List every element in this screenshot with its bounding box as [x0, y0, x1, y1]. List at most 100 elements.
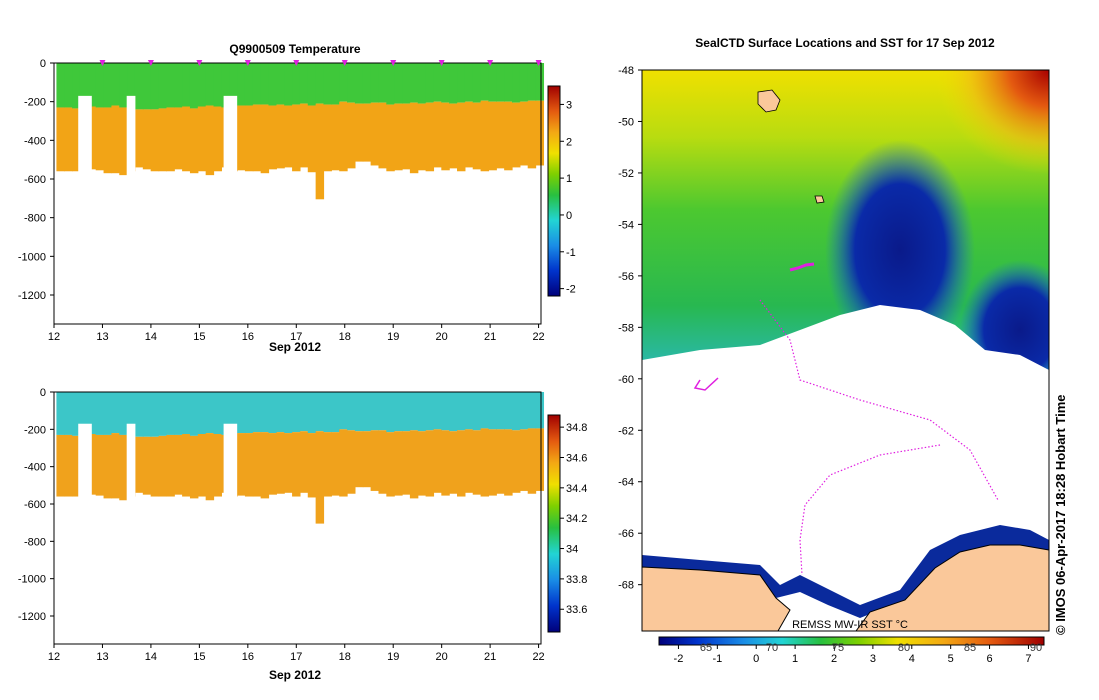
x-tick-label: 12: [48, 331, 60, 343]
lat-tick-label: -60: [618, 374, 634, 386]
profile-upper-cell: [158, 63, 167, 109]
profile-upper-cell: [237, 63, 246, 106]
sst-cold-core: [825, 140, 975, 360]
profile-upper-cell: [103, 392, 113, 435]
profile-lower-cell: [417, 103, 427, 171]
profile-upper-cell: [339, 392, 348, 430]
seal-track-south: [799, 444, 941, 576]
profile-lower-cell: [150, 436, 160, 497]
profile-upper-cell: [174, 63, 183, 108]
profile-lower-cell: [284, 105, 293, 168]
y-tick-label: -1200: [18, 290, 46, 302]
profile-lower-cell: [111, 105, 120, 174]
colorbar-tick-label: 3: [566, 99, 572, 111]
sst-map-field: [642, 70, 1049, 631]
profile-lower-cell: [370, 102, 380, 166]
profile-upper-cell: [433, 63, 442, 102]
profile-lower-cell: [315, 431, 325, 524]
colorbar-tick-label: 34: [566, 544, 578, 556]
profile-lower-cell: [142, 109, 152, 170]
profile-lower-cell: [182, 106, 191, 172]
sub-antarctic-island-2: [814, 195, 825, 204]
profile-lower-cell: [417, 431, 427, 496]
profile-lower-cell: [527, 428, 537, 494]
profile-upper-cell: [519, 392, 529, 430]
x-tick-label: 20: [436, 651, 448, 663]
sst-map-panel: SealCTD Surface Locations and SST for 17…: [618, 36, 1068, 665]
profile-lower-cell: [103, 107, 113, 174]
profile-upper-cell: [213, 63, 222, 107]
x-tick-label: 19: [387, 651, 399, 663]
profile-lower-cell: [292, 104, 301, 172]
seal-track-main: [759, 299, 999, 501]
profile-lower-cell: [519, 101, 529, 166]
profile-lower-cell: [87, 106, 97, 170]
sst-tick-label: 4: [909, 653, 915, 665]
profile-lower-cell: [394, 431, 403, 496]
profile-lower-cell: [252, 104, 262, 172]
profile-upper-cell: [512, 63, 521, 103]
data-gap: [78, 95, 92, 179]
profile-upper-cell: [339, 63, 348, 102]
sst-tick-label: 2: [831, 653, 837, 665]
profile-lower-cell: [402, 431, 411, 495]
x-tick-label: 17: [290, 331, 302, 343]
profile-upper-cell: [480, 63, 490, 101]
profile-upper-cell: [276, 63, 285, 105]
salinity-data: [56, 392, 545, 524]
data-gap: [126, 423, 136, 504]
profile-upper-cell: [276, 392, 285, 433]
profile-upper-cell: [527, 392, 537, 429]
y-tick-label: -200: [24, 97, 46, 109]
profile-lower-cell: [409, 430, 419, 499]
profile-upper-cell: [323, 392, 332, 433]
salinity-section-panel: 0 -200 -400 -600 -800 -1000 -1200 12 13 14 15 16 17…: [18, 387, 588, 682]
sst-tick-label: -1: [712, 653, 722, 665]
x-tick-label: 18: [339, 331, 351, 343]
profile-upper-cell: [127, 392, 136, 435]
lat-tick-label: -54: [618, 219, 634, 231]
profile-upper-cell: [394, 63, 403, 104]
y-tick-label: -800: [24, 536, 46, 548]
profile-upper-cell: [519, 63, 529, 102]
profile-lower-cell: [378, 430, 387, 494]
surface-marker: [535, 60, 542, 66]
profile-lower-cell: [354, 103, 364, 162]
profile-upper-cell: [229, 392, 238, 434]
profile-lower-cell: [425, 102, 435, 172]
antarctic-land: [642, 566, 791, 631]
salinity-colorbar: 34.8 34.6 34.4 34.2 34 33.8 33.6: [547, 414, 587, 633]
surface-marker: [244, 60, 251, 66]
data-gap: [223, 423, 238, 504]
profile-lower-cell: [496, 101, 505, 169]
x-tick-label: 13: [96, 651, 108, 663]
temperature-title: Q9900509 Temperature: [229, 42, 361, 56]
profile-upper-cell: [221, 63, 230, 108]
profile-upper-cell: [488, 392, 497, 430]
surface-marker: [147, 60, 154, 66]
profile-lower-cell: [347, 102, 356, 169]
profile-upper-cell: [417, 392, 427, 432]
lat-tick-label: -62: [618, 425, 634, 437]
profile-upper-cell: [354, 392, 364, 432]
x-tick-label: 16: [242, 651, 254, 663]
profile-upper-cell: [299, 392, 309, 432]
profile-lower-cell: [386, 104, 395, 172]
x-tick-label: 22: [532, 651, 544, 663]
lat-tick-label: -68: [618, 580, 634, 592]
profile-lower-cell: [339, 101, 348, 172]
colorbar-tick-label: 0: [566, 210, 572, 222]
profile-lower-cell: [378, 102, 387, 169]
lat-tick-label: -56: [618, 271, 634, 283]
profile-lower-cell: [299, 103, 309, 168]
lat-tick-label: -52: [618, 168, 634, 180]
profile-upper-cell: [362, 63, 372, 104]
profile-lower-cell: [433, 429, 442, 493]
profile-upper-cell: [292, 63, 301, 105]
profile-upper-cell: [174, 392, 183, 435]
profile-upper-cell: [95, 392, 105, 435]
profile-lower-cell: [158, 108, 167, 172]
profile-lower-cell: [95, 434, 105, 496]
profile-lower-cell: [307, 433, 317, 498]
profile-upper-cell: [402, 63, 411, 104]
